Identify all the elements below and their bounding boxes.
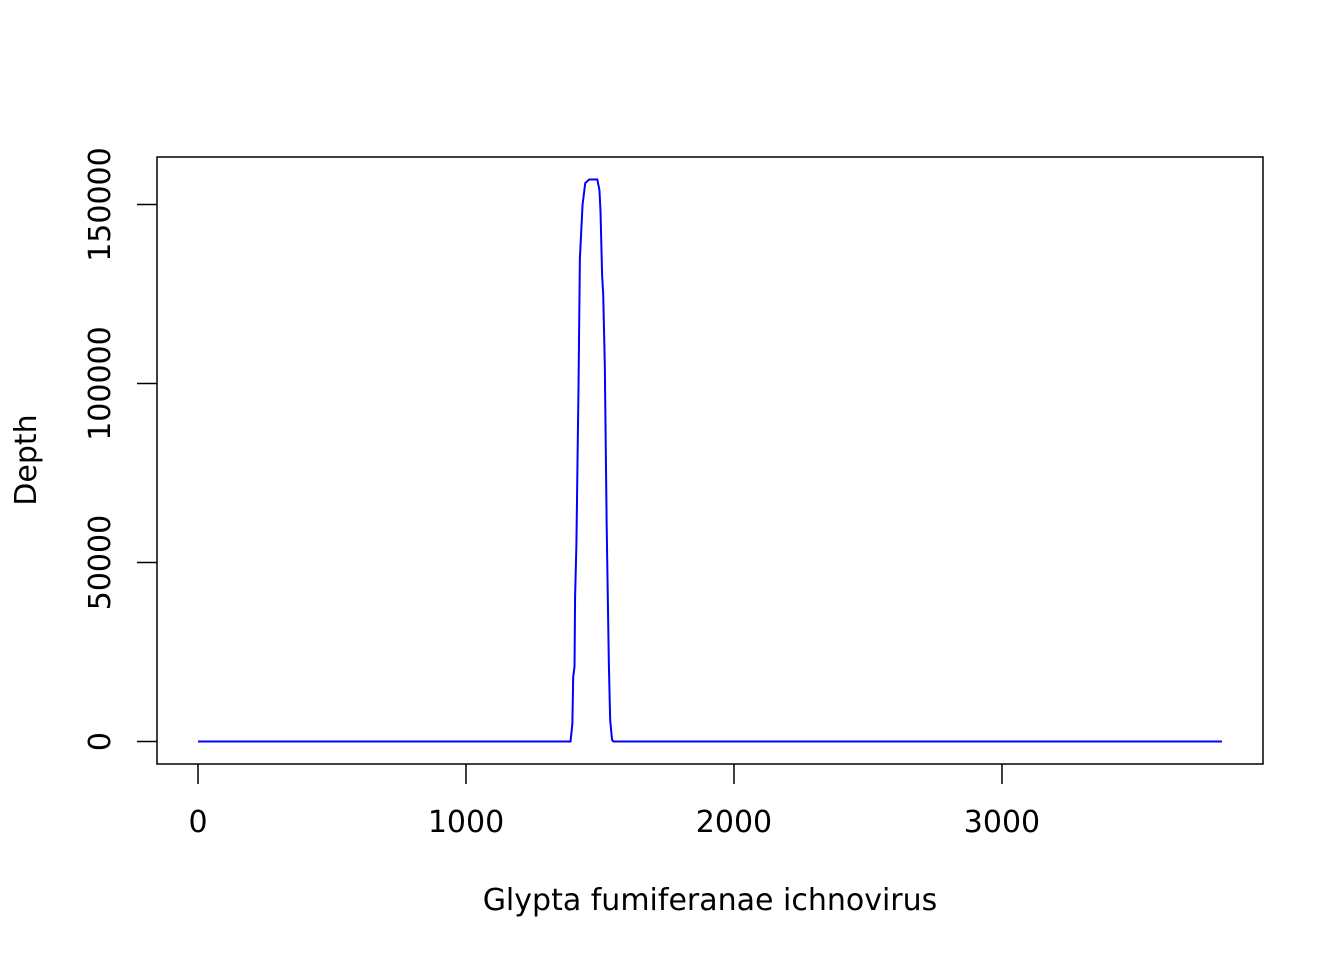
y-tick-label: 100000 (83, 326, 118, 441)
y-tick-label: 0 (83, 732, 118, 751)
y-tick-label: 50000 (83, 515, 118, 610)
y-tick-label: 150000 (83, 147, 118, 262)
plot-frame (156, 156, 1264, 765)
x-tick-label: 0 (188, 805, 207, 840)
data-line (198, 178, 1222, 743)
x-tick-label: 2000 (696, 805, 772, 840)
x-tick-label: 1000 (428, 805, 504, 840)
x-axis-title: Glypta fumiferanae ichnovirus (483, 883, 938, 918)
y-axis-title: Depth (9, 414, 44, 505)
x-tick-label: 3000 (964, 805, 1040, 840)
